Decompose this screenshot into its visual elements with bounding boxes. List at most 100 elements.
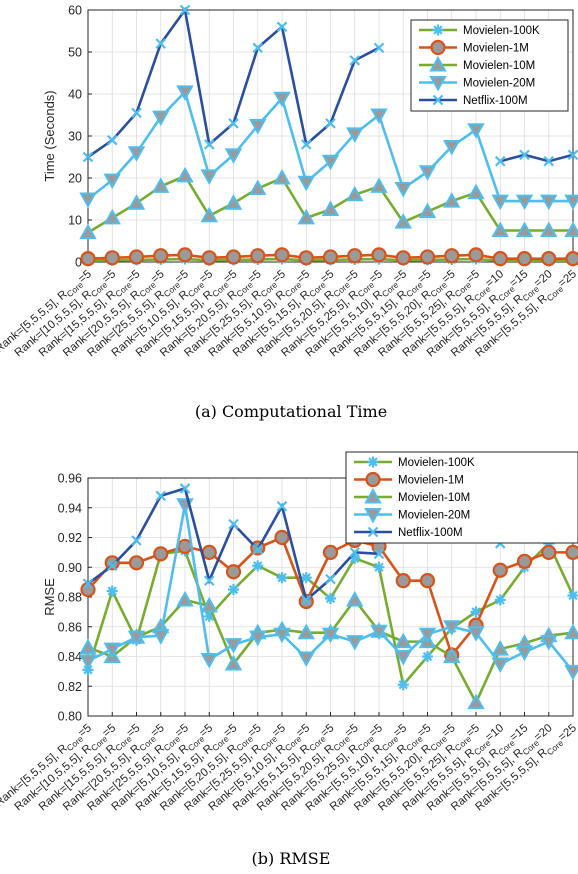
data-point [203,610,215,622]
data-point [103,173,121,190]
y-tick-label: 0.92 [58,531,82,545]
data-point [127,146,146,162]
data-point [131,107,142,119]
data-point [82,151,94,163]
data-point [422,651,433,662]
data-point [519,149,530,161]
data-point [276,572,288,584]
data-point [370,177,388,193]
data-point [565,251,578,267]
data-point [468,247,484,263]
y-tick-label: 0.80 [58,710,82,724]
y-tick-label: 0.90 [58,561,82,575]
data-point [79,223,97,240]
data-point [224,148,243,164]
data-point [106,585,118,597]
data-point [567,590,578,602]
y-tick-label: 50 [68,46,82,60]
data-point [276,500,288,512]
data-point [176,85,194,101]
data-point [346,590,364,607]
data-point [273,627,291,644]
data-point [276,21,288,33]
legend-item: Movielen-10M [354,487,470,504]
data-point [224,194,243,210]
data-point [252,560,264,572]
legend-label: Movielen-100K [398,457,475,469]
data-point [564,664,578,681]
data-point [297,175,315,192]
data-point [297,651,315,668]
data-point [370,624,388,641]
legend-label: Netflix-100M [398,527,463,539]
data-point [432,94,444,106]
data-point [79,638,97,655]
y-axis-label: RMSE [42,578,57,616]
data-point [515,221,534,237]
data-point [155,490,167,502]
data-point [179,4,191,16]
data-point [321,627,340,644]
data-point [365,471,381,488]
data-point [349,55,361,66]
y-tick-label: 0 [75,256,82,270]
data-point [567,149,578,161]
data-point [565,544,578,560]
data-point [394,650,412,666]
data-point [152,110,170,127]
y-tick-label: 10 [68,214,82,228]
data-point [321,154,340,171]
legend-item: Movielen-1M [419,39,529,56]
y-axis-label: Time (Seconds) [42,90,57,181]
y-tick-label: 20 [68,172,82,186]
data-point [467,183,485,200]
figure-caption: (a) Computational Time [195,402,387,421]
data-point [443,192,461,208]
data-point [397,679,409,691]
y-tick-label: 40 [68,88,82,102]
legend-item: Movielen-100K [419,24,540,37]
data-point [325,118,336,129]
data-point [516,553,533,569]
data-point [541,251,557,267]
series-netflix-100m [82,4,578,167]
legend-label: Movielen-100K [463,25,540,37]
data-point [394,632,412,649]
data-point [346,185,364,202]
data-point [540,635,558,651]
data-point [564,194,578,211]
data-point [106,560,118,572]
data-point [325,573,336,585]
legend-item: Movielen-100K [354,456,475,469]
data-point [224,654,243,671]
series-movielen-20m [79,85,578,211]
y-tick-label: 0.94 [58,501,82,515]
data-point [176,590,194,607]
data-point [467,693,485,710]
data-point [273,168,291,185]
data-point [543,155,555,167]
legend-label: Movielen-10M [463,60,535,72]
data-point [300,594,312,606]
y-tick-label: 60 [68,4,82,18]
data-point [298,250,314,266]
data-point [153,248,169,264]
data-point [203,139,215,150]
data-point [494,594,506,606]
data-point [470,606,482,618]
data-point [249,119,267,135]
data-point [200,652,218,669]
legend-label: Movielen-20M [463,78,535,90]
data-point [325,592,336,604]
y-tick-label: 30 [68,130,82,144]
data-point [443,140,461,156]
data-point [79,192,97,209]
data-point [491,194,509,211]
legend-item: Movielen-1M [354,471,464,488]
data-point [564,623,578,640]
data-point [494,155,506,167]
y-tick-label: 0.88 [58,591,82,605]
data-point [300,139,312,150]
y-tick-label: 0.82 [58,680,82,694]
data-point [82,578,94,589]
